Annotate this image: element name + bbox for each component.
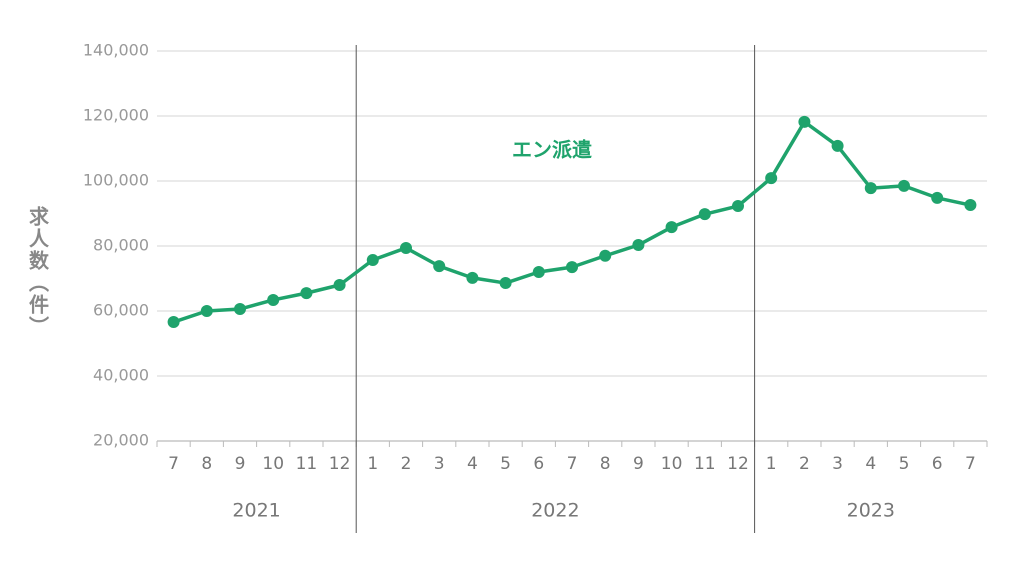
data-point [234,303,246,316]
y-tick-label: 20,000 [93,431,149,450]
data-point [665,221,678,234]
data-point [566,261,578,274]
x-tick-label: 5 [899,454,910,474]
x-tick-label: 12 [727,454,749,474]
y-tick-label: 120,000 [83,106,149,125]
group-label: 2023 [847,500,895,522]
x-tick-label: 4 [467,454,478,474]
data-point [798,115,811,128]
y-axis-label: 求人数（件） [26,206,50,338]
x-tick-label: 8 [201,454,212,474]
y-tick-label: 60,000 [93,301,149,320]
x-tick-label: 5 [500,454,511,474]
data-point [466,271,479,284]
data-point [831,139,844,152]
x-tick-label: 10 [262,454,284,474]
data-point [532,266,545,278]
data-point [964,199,977,212]
x-tick-label: 9 [235,454,246,474]
x-tick-label: 1 [367,454,378,474]
x-tick-label: 7 [168,454,179,474]
data-point [931,191,944,204]
group-label: 2022 [531,500,579,522]
y-tick-label: 140,000 [83,41,149,60]
data-point [765,172,778,185]
data-point [732,200,744,213]
x-tick-label: 3 [434,454,445,474]
data-point [864,182,877,195]
x-tick-label: 6 [533,454,544,474]
x-tick-label: 8 [600,454,611,474]
data-point [698,208,711,221]
data-point [267,293,280,306]
data-point [400,241,412,254]
data-point [366,253,379,266]
x-tick-label: 3 [832,454,843,474]
x-tick-label: 4 [865,454,876,474]
data-point [167,316,180,329]
data-point [632,239,645,252]
y-tick-label: 100,000 [83,171,149,190]
x-tick-label: 2 [799,454,810,474]
data-point [499,277,512,290]
data-point [599,249,612,262]
x-tick-label: 9 [633,454,644,474]
series-label: エン派遣 [512,138,592,162]
x-tick-label: 11 [694,454,716,474]
x-tick-label: 7 [567,454,578,474]
data-point [898,179,910,192]
data-point [333,279,346,291]
group-label: 2021 [232,500,280,522]
y-tick-label: 80,000 [93,236,149,255]
x-tick-label: 10 [661,454,683,474]
data-point [433,260,446,273]
x-tick-label: 7 [965,454,976,474]
x-tick-label: 11 [296,454,318,474]
x-tick-label: 1 [766,454,777,474]
x-tick-label: 2 [401,454,412,474]
data-point [200,305,213,317]
data-point [300,287,313,300]
y-tick-label: 40,000 [93,366,149,385]
x-tick-label: 12 [329,454,351,474]
x-tick-label: 6 [932,454,943,474]
